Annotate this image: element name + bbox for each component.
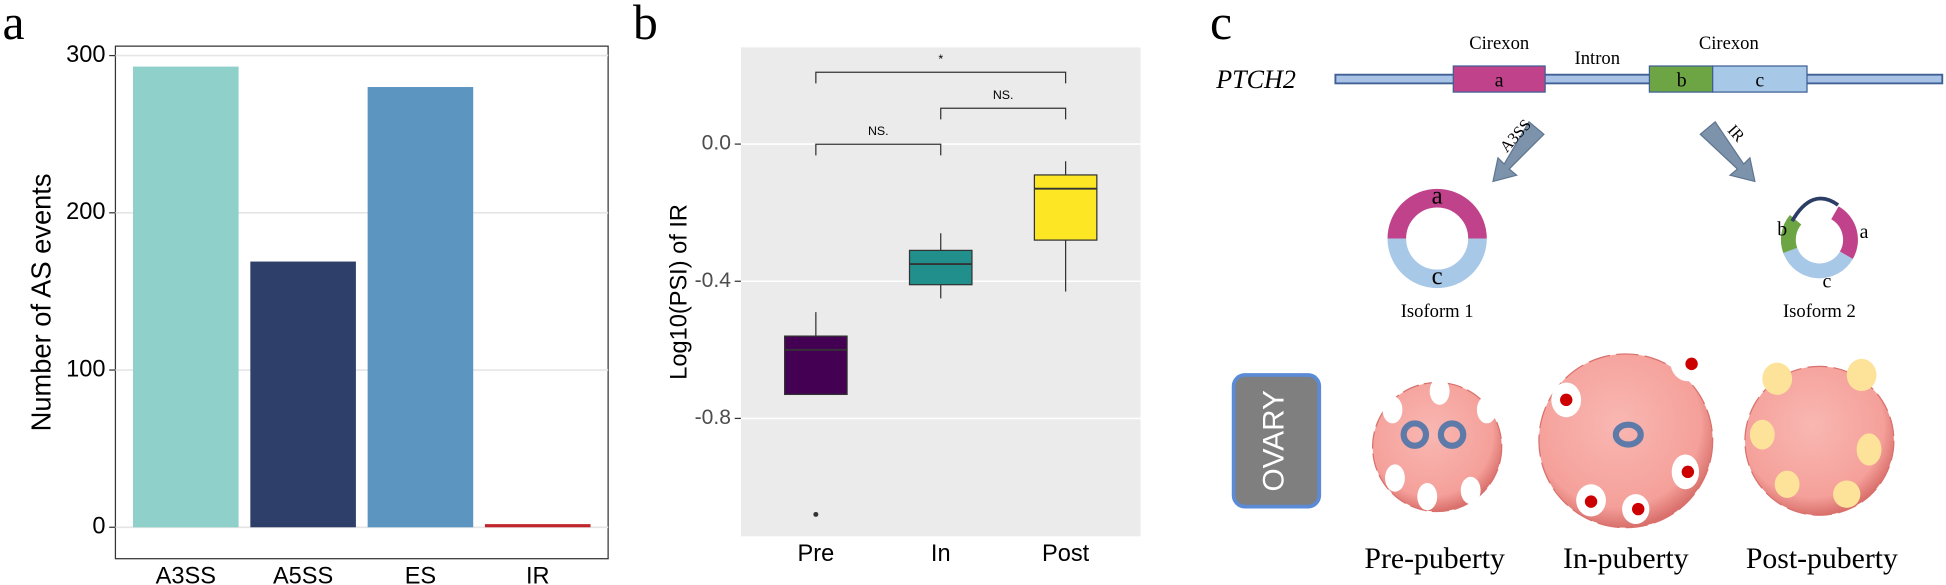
corpus [1833,480,1861,508]
intron-label: Intron [1575,48,1621,69]
box [784,335,848,396]
ring-icon [1400,420,1430,449]
x-tick-label: IR [526,563,550,585]
x-tick-label: In [931,540,951,566]
ring-icon [1437,420,1467,449]
y-tick-label: 100 [66,355,105,381]
oocyte [1632,502,1645,516]
stage-label: In-puberty [1563,542,1689,575]
corpus [1856,433,1882,466]
y-tick-label: -0.4 [695,269,732,292]
gene-line [1334,73,1944,85]
diagram: c PTCH2 Cirexon Intron Cirexon a b c A3S… [1210,0,1944,575]
isoform-label: Isoform 2 [1783,301,1856,322]
follicle [1417,483,1438,511]
bar [367,87,474,528]
ovary [1744,358,1895,516]
x-tick-label: ES [405,563,436,585]
exon-label: Cirexon [1699,33,1760,54]
oocyte [1584,495,1598,508]
segment-label: a [1495,70,1504,92]
panel-label: b [633,0,658,50]
arrow [1492,120,1545,183]
comparison-label: NS. [993,88,1014,102]
y-tick-label: 0.0 [702,132,731,155]
segment-label: b [1677,70,1687,92]
comparison-bracket [815,143,942,156]
corpus [1749,419,1775,450]
organ-box [1231,373,1322,509]
y-axis-title: Number of AS events [26,173,57,431]
bar [133,66,239,528]
ring-icon [1612,421,1644,448]
panel-label: a [2,0,24,50]
exon-a [1452,65,1546,93]
segment-label: a [1860,221,1869,243]
ring-segment [1830,206,1858,259]
y-tick-label: -0.8 [695,406,731,429]
box [908,249,973,286]
corpus [1762,362,1793,395]
segment-label: b [1777,219,1787,241]
bar [250,261,356,528]
y-tick-label: 0 [92,512,105,538]
y-tick-label: 300 [66,41,105,67]
comparison-bracket [940,107,1067,120]
ring-segment [1387,188,1487,240]
charts: a 0 100 200 300 Number of AS events A3SS A5SS ES… [2,0,1141,585]
comparison-label: NS. [868,124,889,138]
ring-segment [1387,238,1487,289]
box [1033,174,1098,241]
follicle [1476,396,1497,424]
follicle [1385,464,1405,492]
oocyte [1685,357,1698,371]
ring-segment [1780,214,1802,253]
ovary-body [1538,353,1714,529]
y-tick-label: 200 [66,198,105,224]
comparison-label: * [938,52,943,66]
oocyte [1681,465,1695,479]
exon-b [1648,65,1714,93]
follicle [1460,476,1481,505]
stage-label: Pre-puberty [1364,542,1505,575]
organ-label: OVARY [1258,390,1291,492]
ring-segment [1783,247,1853,279]
bar [484,524,591,528]
oocyte [1560,393,1573,407]
segment-label: c [1755,70,1764,92]
x-tick-label: A3SS [156,563,216,585]
x-tick-label: Post [1042,540,1090,566]
x-tick-label: A5SS [273,563,333,585]
segment-label: a [1432,182,1443,209]
segment-label: c [1432,263,1443,290]
corpus [1846,358,1877,392]
gene-name: PTCH2 [1215,65,1296,94]
outlier [813,511,819,517]
ovary [1538,344,1714,529]
ovary [1372,377,1503,513]
x-tick-label: Pre [797,540,834,566]
segment-label: c [1822,271,1831,293]
follicle [1429,377,1450,405]
panel-label: c [1210,0,1232,50]
comparison-bracket [815,71,1067,84]
stage-label: Post-puberty [1746,542,1898,575]
y-axis-title: Log10(PSI) of IR [665,204,691,380]
exon-label: Cirexon [1469,33,1530,54]
intron-loop [1790,196,1840,223]
follicle [1382,396,1403,424]
arrow [1699,120,1756,183]
corpus [1774,470,1800,498]
isoform-label: Isoform 1 [1401,301,1474,322]
exon-c [1712,65,1808,93]
